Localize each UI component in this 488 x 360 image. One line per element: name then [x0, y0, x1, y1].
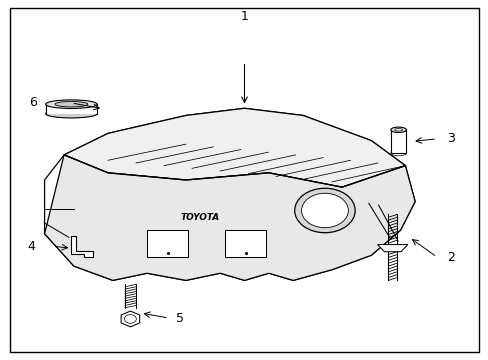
Polygon shape: [71, 236, 93, 257]
Text: 1: 1: [240, 10, 248, 23]
Ellipse shape: [45, 100, 97, 108]
Text: 4: 4: [27, 240, 35, 253]
Polygon shape: [64, 108, 405, 187]
Text: 6: 6: [29, 96, 37, 109]
Text: 5: 5: [176, 311, 184, 325]
Bar: [147, 230, 188, 257]
Ellipse shape: [390, 150, 406, 156]
Bar: [45, 104, 97, 114]
Polygon shape: [377, 244, 407, 252]
Text: TOYOTA: TOYOTA: [181, 213, 220, 222]
Polygon shape: [44, 108, 414, 280]
Bar: [390, 130, 406, 153]
Ellipse shape: [55, 102, 88, 107]
Text: 3: 3: [446, 132, 454, 145]
Ellipse shape: [394, 129, 402, 131]
Polygon shape: [44, 155, 414, 280]
Polygon shape: [121, 311, 140, 327]
Ellipse shape: [390, 127, 406, 132]
Bar: [224, 230, 266, 257]
Circle shape: [294, 188, 354, 233]
Circle shape: [301, 193, 347, 228]
Text: 2: 2: [446, 251, 454, 264]
Ellipse shape: [45, 109, 97, 118]
